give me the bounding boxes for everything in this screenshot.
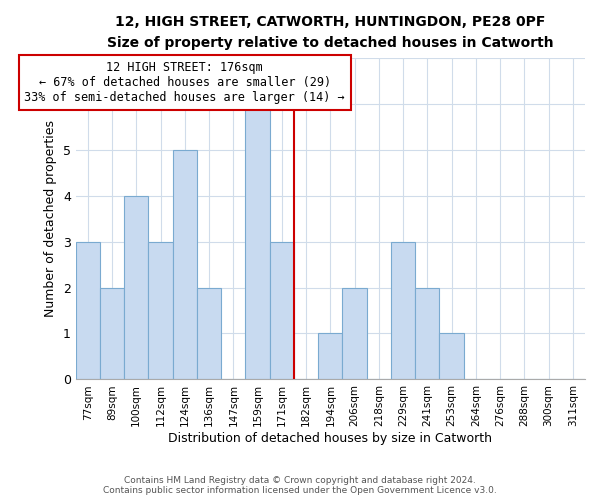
Bar: [76, 242, 100, 380]
Bar: [245, 104, 270, 380]
Bar: [197, 288, 221, 380]
X-axis label: Distribution of detached houses by size in Catworth: Distribution of detached houses by size …: [169, 432, 493, 445]
Bar: [343, 288, 367, 380]
Text: 12 HIGH STREET: 176sqm
← 67% of detached houses are smaller (29)
33% of semi-det: 12 HIGH STREET: 176sqm ← 67% of detached…: [25, 62, 345, 104]
Bar: [148, 242, 173, 380]
Y-axis label: Number of detached properties: Number of detached properties: [44, 120, 57, 317]
Bar: [439, 334, 464, 380]
Title: 12, HIGH STREET, CATWORTH, HUNTINGDON, PE28 0PF
Size of property relative to det: 12, HIGH STREET, CATWORTH, HUNTINGDON, P…: [107, 15, 554, 50]
Bar: [318, 334, 343, 380]
Bar: [100, 288, 124, 380]
Bar: [270, 242, 294, 380]
Text: Contains HM Land Registry data © Crown copyright and database right 2024.
Contai: Contains HM Land Registry data © Crown c…: [103, 476, 497, 495]
Bar: [173, 150, 197, 380]
Bar: [391, 242, 415, 380]
Bar: [124, 196, 148, 380]
Bar: [415, 288, 439, 380]
